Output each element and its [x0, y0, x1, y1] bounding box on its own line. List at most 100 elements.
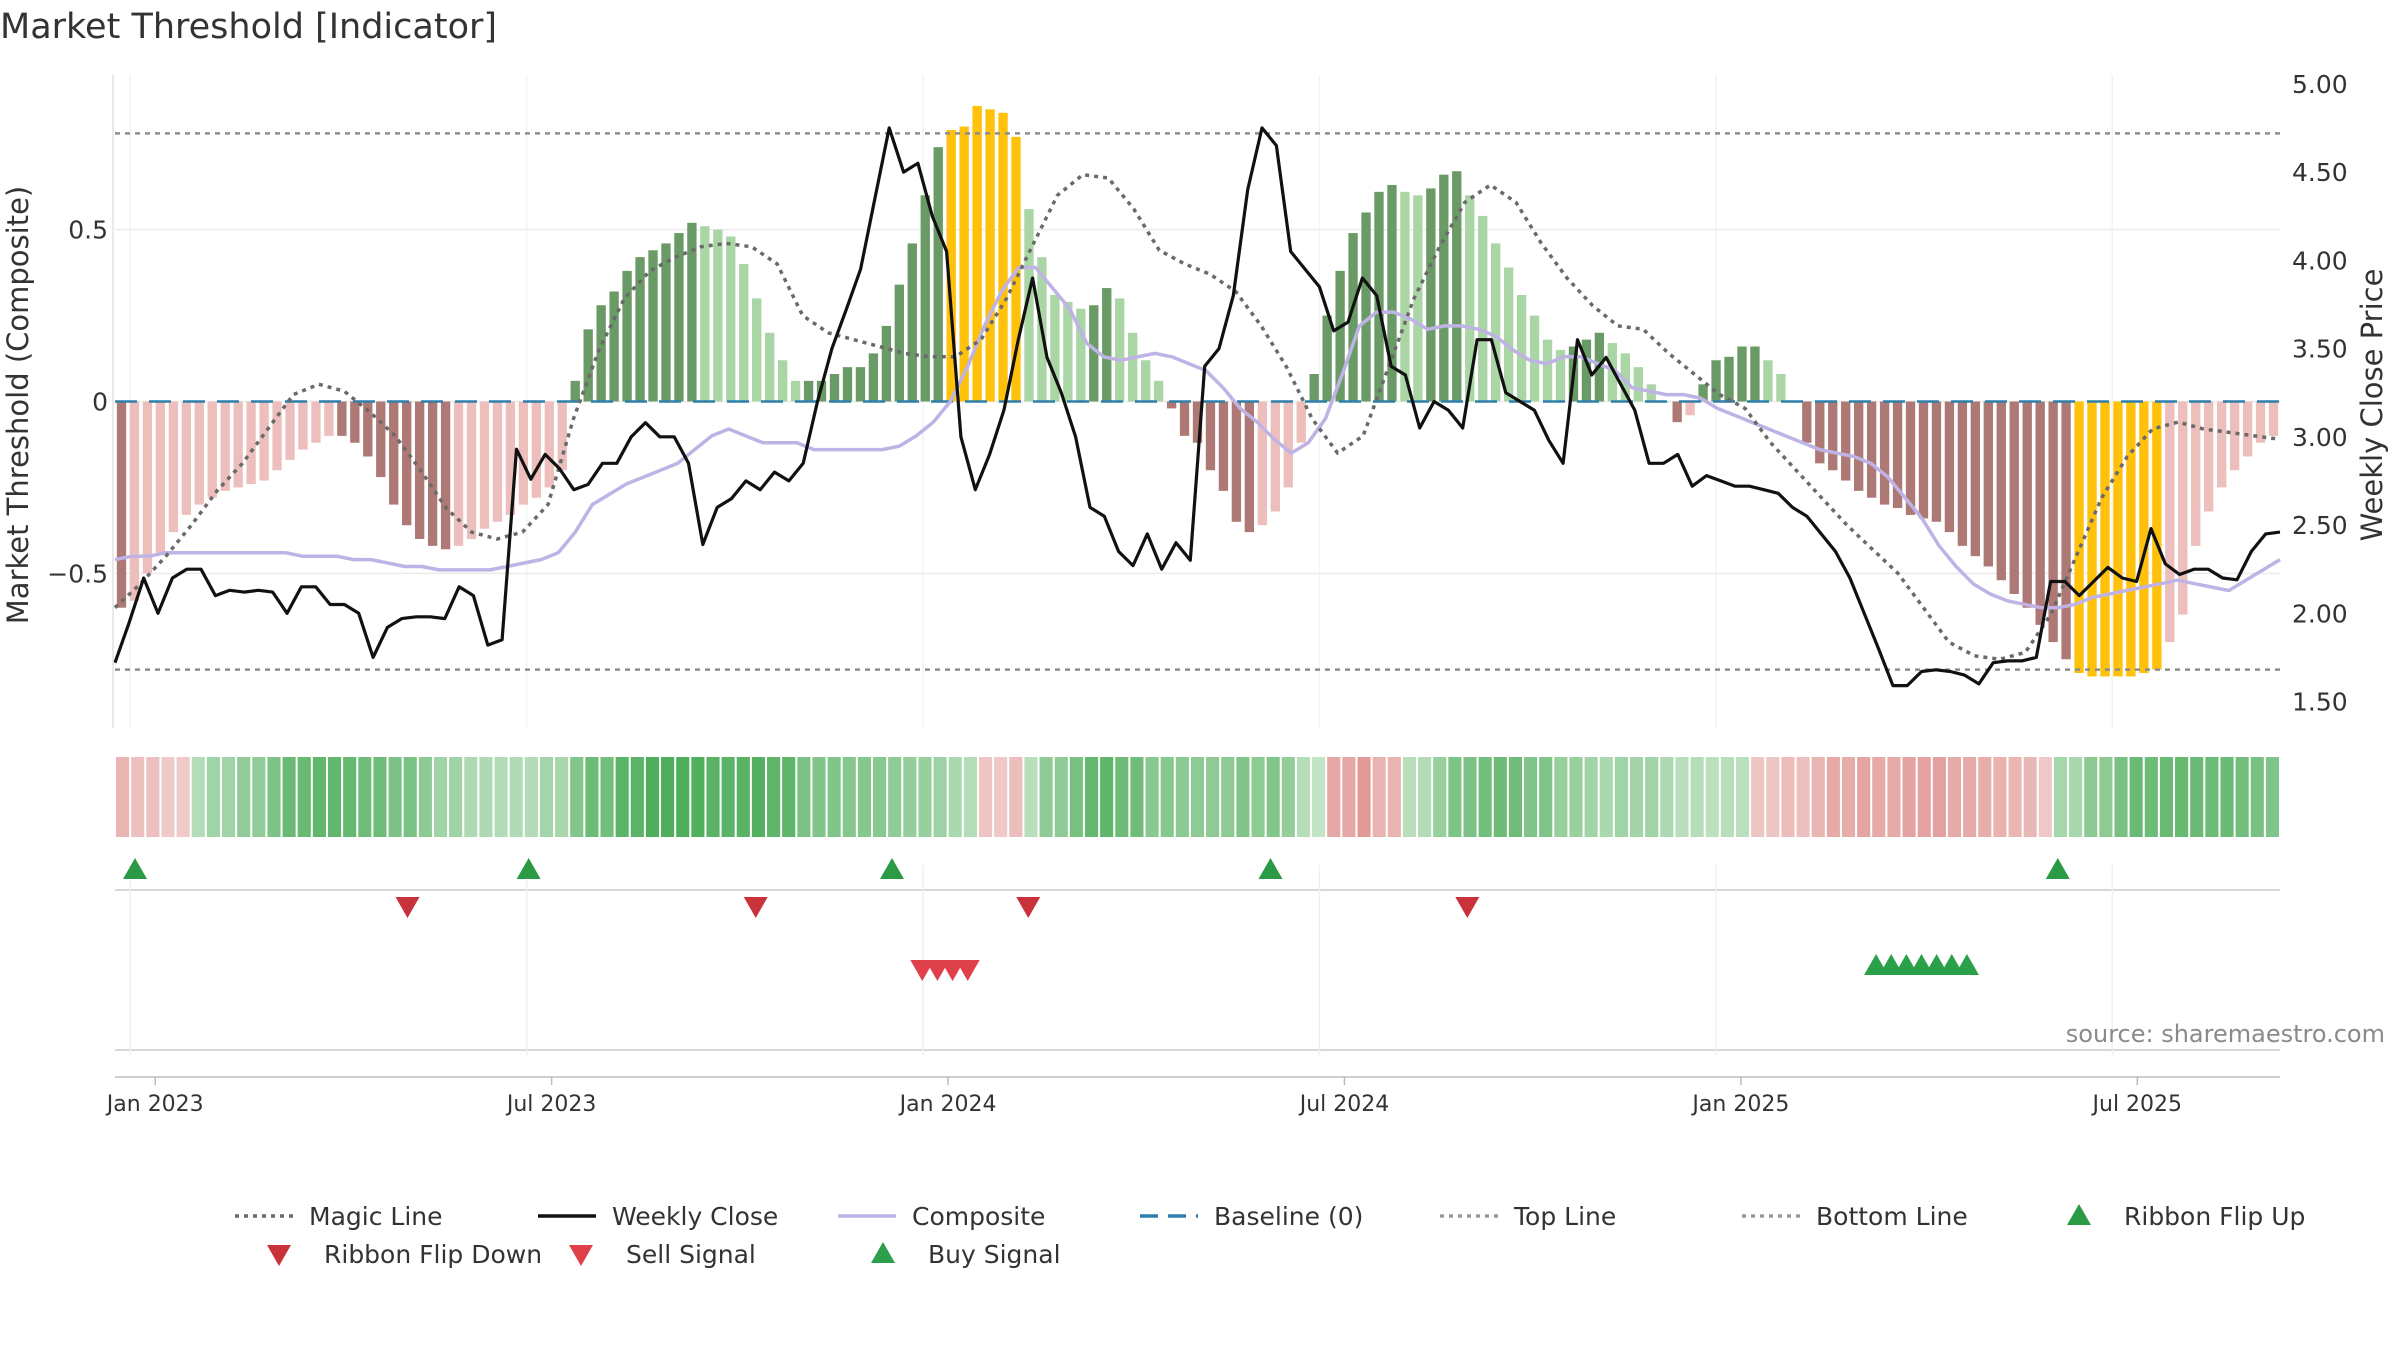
ribbon-cell	[1312, 757, 1326, 837]
composite-bar	[2178, 401, 2188, 615]
composite-bar	[687, 222, 697, 402]
composite-bar	[1672, 401, 1682, 423]
composite-bar	[337, 401, 347, 436]
ribbon-cell	[176, 757, 190, 837]
composite-bar	[1387, 184, 1397, 402]
ribbon-flip-up-marker	[879, 858, 904, 879]
composite-bar	[1503, 267, 1514, 402]
ribbon-cell	[1493, 757, 1507, 837]
composite-bar	[2113, 401, 2123, 677]
ribbon-cell	[1690, 757, 1704, 837]
ribbon-cell	[2175, 757, 2189, 837]
ribbon-cell	[1433, 757, 1447, 837]
ribbon-cell	[539, 757, 554, 837]
composite-bar	[1763, 360, 1773, 402]
buy-signal-marker	[1879, 954, 1904, 975]
ribbon-cell	[888, 757, 902, 837]
ribbon-cell	[358, 757, 372, 837]
composite-bar	[661, 243, 671, 402]
ribbon-cell	[1175, 757, 1189, 837]
ribbon-cell	[1084, 757, 1099, 837]
composite-bar	[544, 401, 554, 488]
ribbon-cell	[237, 757, 251, 837]
ribbon-cell	[1463, 757, 1477, 837]
composite-bar	[492, 401, 503, 522]
ribbon-cell	[782, 757, 796, 837]
ribbon-cell	[373, 757, 387, 837]
legend-swatch	[871, 1242, 895, 1263]
composite-bar	[2009, 401, 2019, 594]
ribbon-cell	[433, 757, 448, 837]
ribbon-cell	[221, 757, 236, 837]
composite-bar	[1400, 191, 1410, 402]
composite-bar	[1957, 401, 1968, 546]
composite-bar	[2204, 401, 2214, 512]
composite-bar	[1076, 308, 1086, 402]
composite-bar	[2139, 401, 2149, 674]
ribbon-cell	[963, 757, 977, 837]
legend-item: Baseline (0)	[1140, 1202, 1363, 1231]
composite-bar	[1374, 191, 1384, 402]
axes: 0.5 0 −0.5 5.00 4.50 4.00 3.50 3.00 2.50 2.00 1.50	[47, 70, 2348, 728]
composite-bar	[1309, 374, 1319, 402]
composite-bar	[868, 353, 879, 402]
composite-bars	[116, 105, 2279, 677]
ribbon-cell	[600, 757, 614, 837]
composite-bar	[985, 109, 995, 402]
composite-bar	[907, 243, 917, 402]
composite-bar	[1854, 401, 1864, 491]
legend-label: Buy Signal	[928, 1240, 1061, 1269]
ribbon-cell	[327, 757, 342, 837]
ribbon-cell	[1039, 757, 1053, 837]
ribbon-cell	[343, 757, 357, 837]
composite-bar	[635, 257, 645, 402]
ribbon-cell	[1554, 757, 1568, 837]
ribbon-cell	[1009, 757, 1023, 837]
composite-bar	[531, 401, 541, 498]
legend-label: Ribbon Flip Up	[2124, 1202, 2305, 1231]
ribbon-cell	[918, 757, 932, 837]
ribbon-strip	[116, 757, 2279, 837]
composite-bar	[933, 147, 943, 402]
ribbon-cell	[297, 757, 311, 837]
composite-bar	[596, 305, 606, 402]
composite-bar	[1024, 209, 1034, 402]
composite-bar	[1841, 401, 1851, 481]
ribbon-cell	[1160, 757, 1174, 837]
composite-bar	[1439, 174, 1449, 402]
composite-bar	[2061, 401, 2071, 660]
x-axis-ticks: Jan 2023 Jul 2023 Jan 2024 Jul 2024 Jan 2025…	[105, 1077, 2182, 1117]
composite-bar	[1516, 294, 1527, 402]
ribbon-cell	[661, 757, 675, 837]
composite-bar	[1633, 367, 1643, 402]
ribbon-cell	[630, 757, 644, 837]
composite-bar	[220, 401, 230, 491]
ribbon-cell	[312, 757, 326, 837]
legend-label: Weekly Close	[612, 1202, 778, 1231]
composite-bar	[233, 401, 243, 488]
legend-item: Buy Signal	[871, 1240, 1061, 1269]
composite-bar	[609, 291, 619, 402]
composite-bar	[972, 105, 982, 402]
ribbon-cell	[2235, 757, 2249, 837]
composite-bar	[1866, 401, 1877, 498]
composite-bar	[1413, 195, 1423, 402]
sell-signal-marker	[910, 960, 935, 981]
composite-bar	[116, 401, 127, 608]
ribbon-flip-up-marker	[516, 858, 541, 879]
composite-bar	[194, 401, 204, 505]
ribbon-cell	[116, 757, 130, 837]
ribbon-cell	[1614, 757, 1628, 837]
ribbon-cell	[1841, 757, 1856, 837]
ribbon-cell	[1735, 757, 1750, 837]
composite-bar	[1050, 294, 1060, 402]
composite-bar	[1944, 401, 1955, 533]
magic-line	[113, 172, 2281, 662]
ribbon-cell	[479, 757, 493, 837]
ribbon-cell	[1720, 757, 1734, 837]
ribbon-cell	[1100, 757, 1114, 837]
composite-bar	[1776, 374, 1786, 402]
ribbon-cell	[645, 757, 660, 837]
composite-bar	[298, 401, 308, 450]
ribbon-cell	[1236, 757, 1250, 837]
